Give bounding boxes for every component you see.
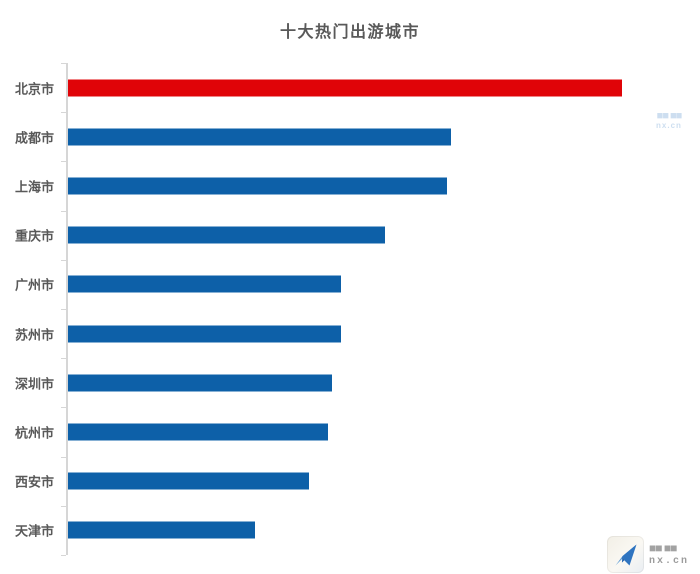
bar-西安市[interactable] (68, 472, 309, 490)
bar-重庆市[interactable] (68, 226, 385, 244)
watermark-top-glyphs: ■■ ■■ (656, 110, 683, 122)
axis-tick (61, 112, 66, 114)
axis-tick (61, 456, 66, 458)
category-label: 苏州市 (14, 327, 54, 343)
axis-tick (61, 63, 66, 64)
axis-tick (61, 407, 66, 409)
category-label: 重庆市 (14, 228, 54, 244)
chart-row: 深圳市 (0, 358, 700, 407)
y-axis-line (66, 63, 68, 555)
chart-row: 苏州市 (0, 309, 700, 358)
watermark-bottom: ■■ ■■ nx.cn (607, 536, 689, 573)
chart-row: 上海市 (0, 161, 700, 210)
bar-北京市[interactable] (68, 79, 622, 97)
watermark-bottom-text: ■■ ■■ nx.cn (649, 541, 689, 569)
bar-上海市[interactable] (68, 177, 447, 195)
axis-tick (61, 358, 66, 360)
paper-plane-logo (607, 536, 644, 573)
axis-tick (61, 161, 66, 163)
category-label: 深圳市 (14, 376, 54, 392)
axis-tick (61, 505, 66, 507)
category-label: 杭州市 (14, 425, 54, 441)
chart-row: 重庆市 (0, 211, 700, 260)
axis-tick (61, 309, 66, 310)
watermark-bottom-domain: nx.cn (649, 556, 690, 567)
bar-广州市[interactable] (68, 275, 342, 293)
chart-title: 十大热门出游城市 (279, 24, 420, 41)
category-label: 西安市 (14, 474, 54, 490)
chart-row: 成都市 (0, 112, 700, 161)
category-label: 上海市 (14, 179, 54, 195)
axis-tick (61, 555, 66, 556)
axis-tick (61, 259, 66, 261)
category-label: 北京市 (14, 81, 54, 97)
watermark-top: ■■ ■■ nx.cn (640, 110, 698, 131)
category-label: 广州市 (14, 277, 54, 293)
chart-row: 广州市 (0, 260, 700, 309)
chart-row: 北京市 (0, 63, 700, 112)
chart-row: 杭州市 (0, 407, 700, 456)
watermark-bottom-glyphs: ■■ ■■ (649, 541, 677, 555)
chart-row: 西安市 (0, 457, 700, 506)
bar-深圳市[interactable] (68, 374, 333, 392)
bar-杭州市[interactable] (68, 423, 328, 441)
bar-成都市[interactable] (68, 128, 451, 146)
bar-苏州市[interactable] (68, 325, 342, 343)
axis-tick (61, 210, 66, 212)
watermark-top-domain: nx.cn (656, 121, 682, 131)
paper-plane-icon (615, 544, 636, 565)
chart-row: 天津市 (0, 506, 700, 555)
category-label: 天津市 (14, 523, 54, 539)
bar-天津市[interactable] (68, 521, 256, 539)
category-label: 成都市 (14, 130, 54, 146)
